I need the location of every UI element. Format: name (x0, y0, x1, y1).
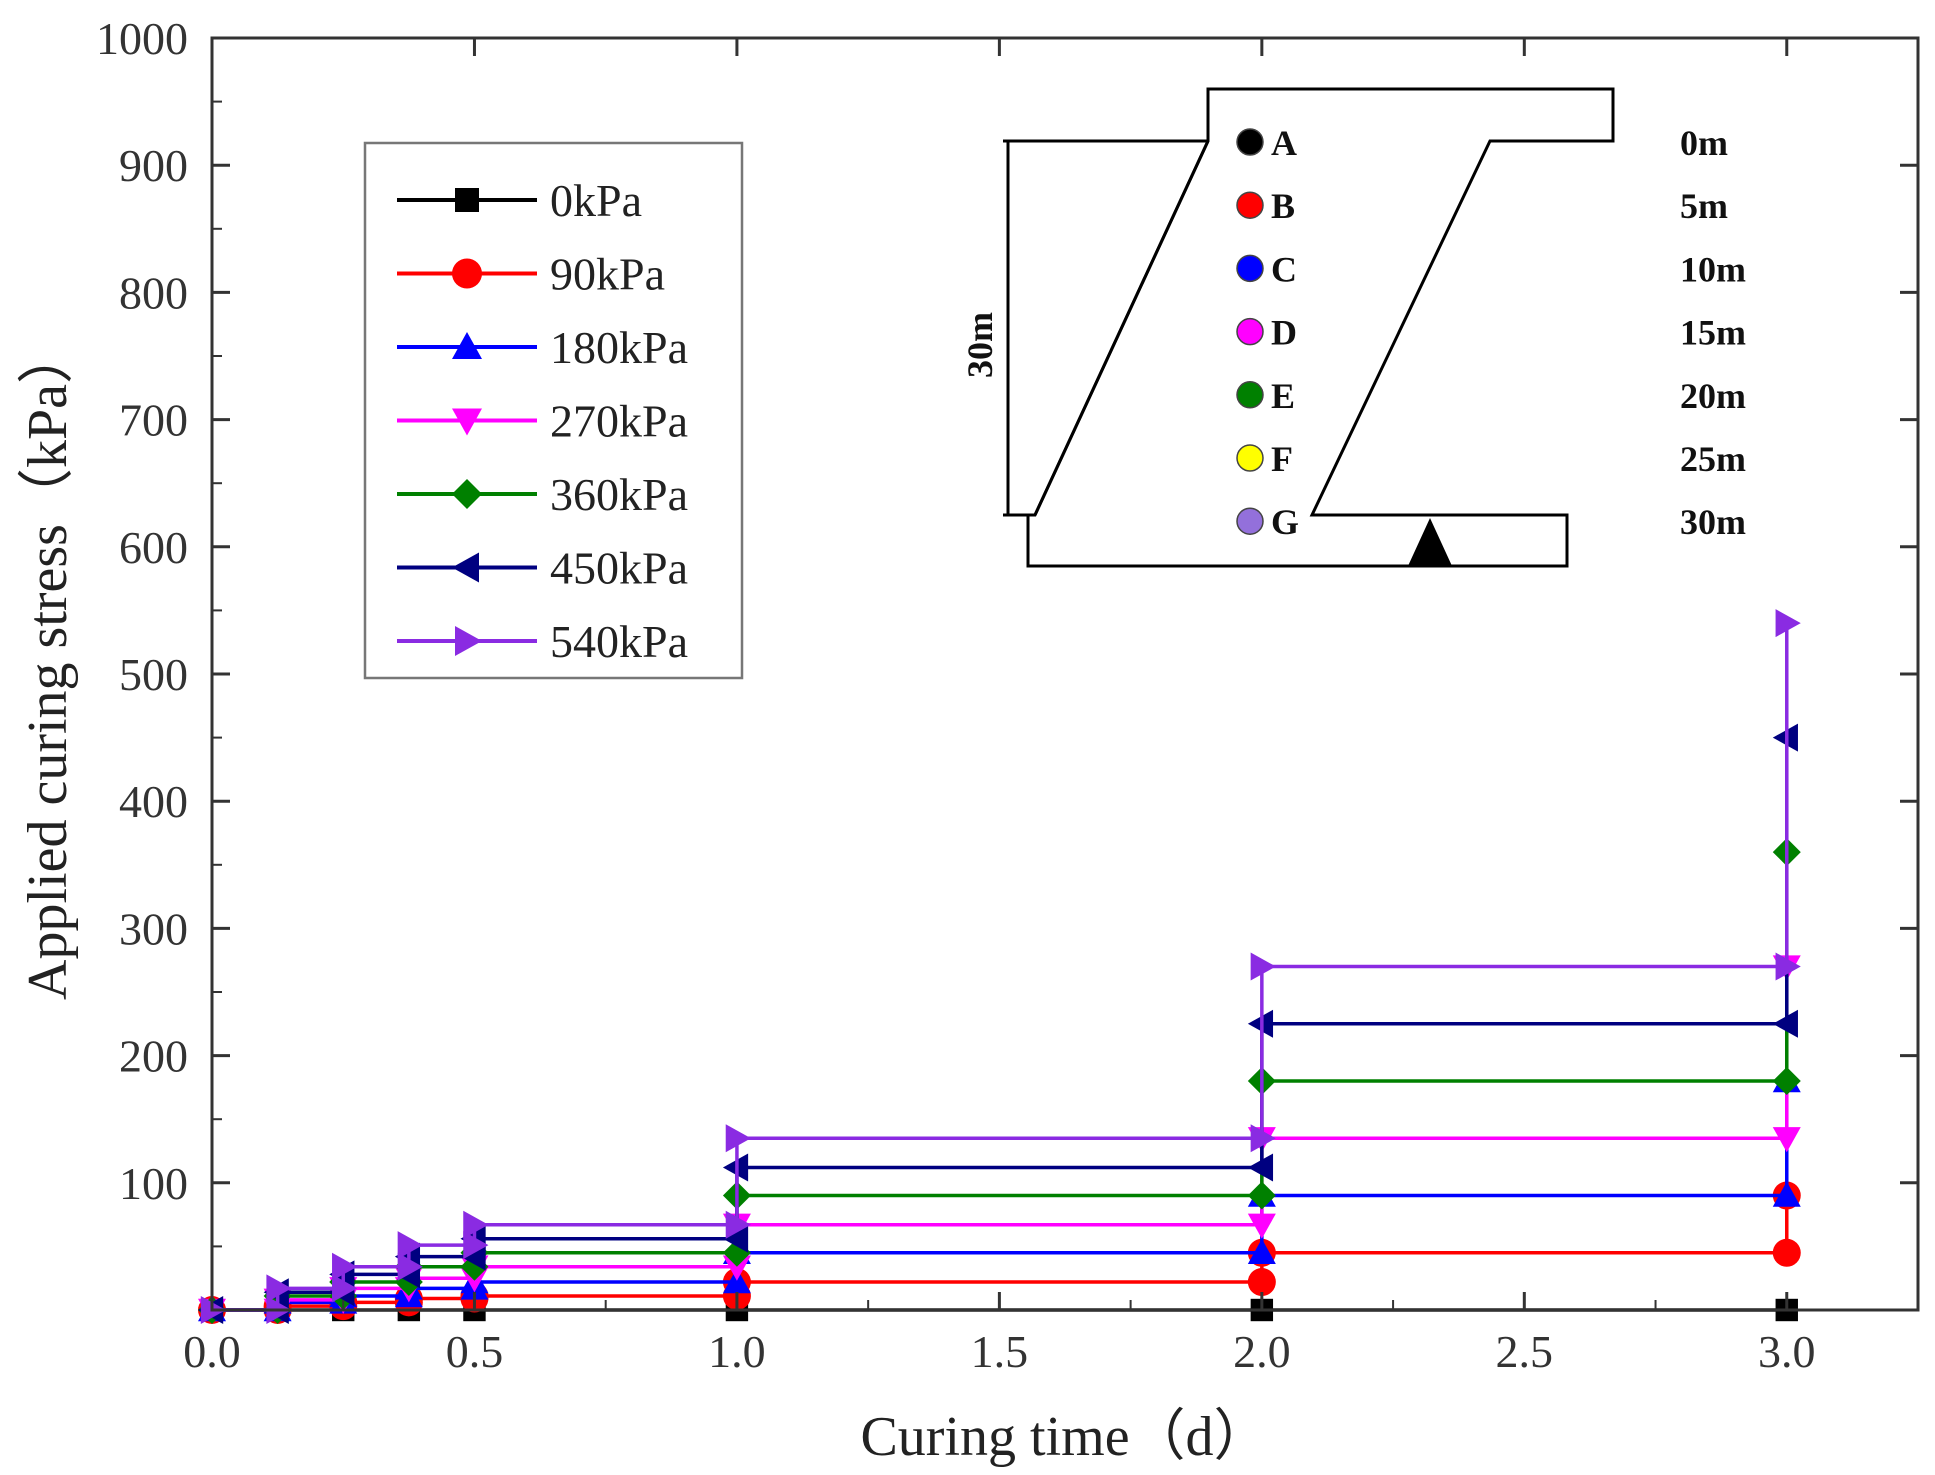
legend-box (363, 141, 744, 680)
step-point-540kPa (397, 1252, 423, 1281)
inset-point-label: G (1271, 502, 1299, 542)
legend-label: 270kPa (550, 396, 688, 447)
step-point-180kPa (1772, 1181, 1801, 1207)
legend: 0kPa 90kPa 180kPa 270kPa 360kPa 450kPa 540kPa (363, 141, 744, 680)
step-point-540kPa (725, 1210, 751, 1239)
step-point-540kPa (1250, 1124, 1276, 1153)
step-point-270kPa (1247, 1213, 1276, 1239)
step-point-540kPa (332, 1274, 358, 1303)
data-point-540kPa (266, 1274, 292, 1303)
y-tick-label: 500 (119, 649, 188, 700)
step-point-450kPa (722, 1224, 749, 1253)
inset-point-B (1236, 191, 1264, 219)
inset-depth-label: 10m (1680, 249, 1746, 289)
step-point-90kPa (1772, 1238, 1801, 1267)
y-tick-label: 400 (119, 776, 188, 827)
x-tick-label: 0.0 (183, 1326, 241, 1377)
inset-point-label: B (1271, 186, 1295, 226)
inset-depth-label: 20m (1680, 376, 1746, 416)
legend-marker (455, 188, 479, 212)
step-point-270kPa (1772, 1127, 1801, 1153)
step-point-450kPa (1247, 1153, 1274, 1182)
y-tick-label: 800 (119, 267, 188, 318)
step-point-360kPa (1247, 1181, 1276, 1210)
y-tick-label: 200 (119, 1031, 188, 1082)
data-point-540kPa (397, 1231, 423, 1260)
data-point-540kPa (463, 1210, 489, 1239)
y-tick-label: 600 (119, 522, 188, 573)
x-tick-label: 2.0 (1233, 1326, 1291, 1377)
inset-point-label: A (1271, 123, 1297, 163)
legend-marker (452, 258, 482, 289)
step-point-270kPa (722, 1255, 751, 1281)
x-tick-label: 1.0 (708, 1326, 766, 1377)
legend-marker (455, 626, 482, 656)
inset-point-D (1236, 317, 1264, 346)
step-point-360kPa (1772, 1067, 1801, 1096)
y-tick-label: 700 (119, 395, 188, 446)
legend-label: 90kPa (550, 249, 665, 300)
y-axis-title: Applied curing stress（kPa） (17, 328, 79, 1000)
x-axis-title: Curing time（d） (860, 1406, 1269, 1468)
inset-point-label: C (1271, 249, 1297, 289)
inset-depth-label: 25m (1680, 439, 1746, 479)
legend-label: 0kPa (550, 175, 642, 226)
x-tick-label: 2.5 (1496, 1326, 1554, 1377)
inset-point-F (1236, 444, 1264, 472)
inset-point-C (1236, 254, 1264, 283)
y-tick-label: 900 (119, 140, 188, 191)
inset-point-label: F (1271, 439, 1293, 479)
data-point-540kPa (725, 1124, 751, 1153)
step-point-540kPa (463, 1231, 489, 1260)
inset-depth-label: 15m (1680, 313, 1746, 353)
legend-marker (452, 552, 479, 583)
inset-support-triangle (1408, 518, 1452, 566)
inset-point-label: E (1271, 376, 1295, 416)
x-tick-label: 1.5 (971, 1326, 1029, 1377)
x-tick-label: 3.0 (1758, 1326, 1816, 1377)
inset-depth-label: 30m (1680, 502, 1746, 542)
step-point-450kPa (1772, 1009, 1798, 1038)
series-540kPa (200, 609, 1801, 1324)
inset-depth-label: 0m (1680, 123, 1728, 163)
step-point-90kPa (1247, 1268, 1276, 1297)
y-tick-label: 1000 (96, 13, 188, 64)
legend-label: 450kPa (550, 543, 688, 594)
inset-diagram: 30m A 0m B 5m C 10m D 15m E 20m F 25m G 30m (960, 87, 1746, 568)
legend-label: 360kPa (550, 469, 688, 520)
inset-point-A (1236, 128, 1264, 156)
y-tick-label: 300 (119, 903, 188, 954)
step-point-180kPa (1247, 1238, 1276, 1264)
data-point-540kPa (1250, 952, 1276, 981)
inset-point-label: D (1271, 313, 1297, 353)
inset-point-G (1236, 507, 1264, 535)
legend-marker (452, 479, 482, 509)
inset-height-label: 30m (960, 312, 1000, 378)
data-point-540kPa (332, 1252, 358, 1281)
inset-point-E (1236, 381, 1264, 409)
legend-marker (452, 332, 482, 359)
data-point-540kPa (1775, 609, 1801, 638)
y-tick-label: 100 (119, 1158, 188, 1209)
legend-label: 180kPa (550, 322, 688, 373)
legend-label: 540kPa (550, 616, 688, 667)
inset-depth-label: 5m (1680, 186, 1728, 226)
x-tick-label: 0.5 (446, 1326, 504, 1377)
step-point-540kPa (1775, 952, 1801, 981)
inset-left-slope (1033, 140, 1210, 516)
axis-layer: 0.0 0.5 1.0 1.5 2.0 2.5 3.0 100 200 300 400 500 600 7… (96, 13, 1918, 1377)
legend-marker (452, 408, 482, 436)
